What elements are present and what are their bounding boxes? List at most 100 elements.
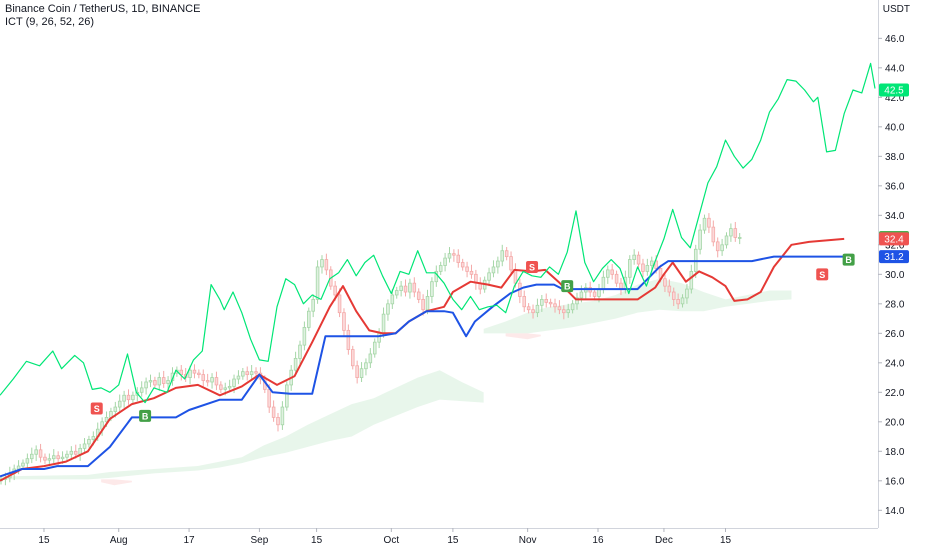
candle-body [610,269,614,275]
chart-title: Binance Coin / TetherUS, 1D, BINANCE [5,3,201,15]
x-tick-label: Sep [251,535,269,546]
candle-body [139,387,144,393]
candle-body [56,455,60,460]
y-tick-label: 46.0 [885,34,905,45]
y-tick-label: 28.0 [885,299,905,310]
candle-body [711,226,716,243]
candle-body [513,269,518,284]
candle-body [649,260,654,266]
candle-body [500,250,505,262]
y-tick-label: 24.0 [885,358,905,369]
candle-body [496,260,500,268]
y-tick-label: 44.0 [885,63,905,74]
y-tick-label: 34.0 [885,211,905,222]
candle-body [333,285,337,296]
candle-body [161,377,166,384]
y-tick-label: 38.0 [885,152,905,163]
candle-body [21,462,25,467]
candle-body [153,380,157,386]
candle-body [592,291,597,297]
candle-body [293,357,298,371]
signal-marker: S [526,260,539,273]
candle-body [390,294,395,305]
candle-body [324,259,329,271]
candle-body [359,368,364,378]
candle-body [197,372,201,376]
candle-body [399,285,403,291]
candlesticks [0,213,742,486]
candle-body [201,374,206,381]
signal-marker-box [561,280,574,293]
candle-body [403,285,408,293]
candle-body [733,228,738,238]
candle-body [570,303,575,311]
signal-marker-label: B [845,255,852,265]
candle-body [469,270,474,275]
cloud-band [483,278,792,334]
candle-body [104,416,109,423]
candle-body [276,416,280,426]
candle-body [188,369,192,378]
y-tick-label: 40.0 [885,122,905,133]
candle-body [676,298,680,305]
x-tick-label: 15 [720,535,732,546]
candle-body [641,263,645,272]
last-value-tag: 32.4 [879,232,909,246]
candle-body [126,394,131,401]
candle-body [715,241,720,252]
grid [0,0,878,528]
candle-body [724,235,729,246]
candle-body [298,344,302,359]
candle-body [25,458,30,464]
candle-body [346,329,351,350]
candle-body [350,349,355,367]
candle-body [38,449,43,458]
candle-body [122,394,126,402]
candle-body [645,265,650,272]
candle-body [368,353,373,364]
candle-body [16,465,21,470]
signal-marker: S [90,402,103,415]
indicator-legend[interactable]: ICT (9, 26, 52, 26) [5,16,95,28]
candle-body [575,297,579,305]
candle-body [548,301,553,305]
x-tick-label: 15 [311,535,323,546]
lagging-line [0,62,876,404]
candle-body [91,436,96,440]
signal-marker-label: S [529,262,535,272]
candle-body [632,254,636,260]
candle-body [307,310,311,328]
candle-body [210,377,214,383]
candle-body [597,288,601,297]
candle-body [364,362,368,370]
candle-body [315,266,320,300]
y-tick-label: 20.0 [885,417,905,428]
signal-marker-label: B [142,411,149,421]
candle-body [614,273,619,284]
signal-marker-box [816,268,829,281]
y-tick-label: 22.0 [885,388,905,399]
candle-body [408,282,412,293]
y-tick-label: 42.0 [885,93,905,104]
candle-body [232,378,236,387]
candle-body [271,406,276,418]
candle-body [671,291,676,300]
candle-body [219,384,223,390]
candle-body [267,388,271,408]
signal-marker-label: S [819,270,825,280]
candle-body [737,237,742,239]
candle-body [82,443,87,449]
x-tick-label: Dec [655,535,673,546]
candle-body [394,290,399,296]
candle-body [377,332,381,343]
last-value-box [879,250,909,264]
ichimoku-cloud [0,278,792,486]
candle-body [302,327,307,346]
candle-body [245,371,249,376]
candle-body [707,217,711,228]
y-tick-label: 18.0 [885,447,905,458]
candle-body [566,309,570,314]
candle-body [249,371,254,376]
